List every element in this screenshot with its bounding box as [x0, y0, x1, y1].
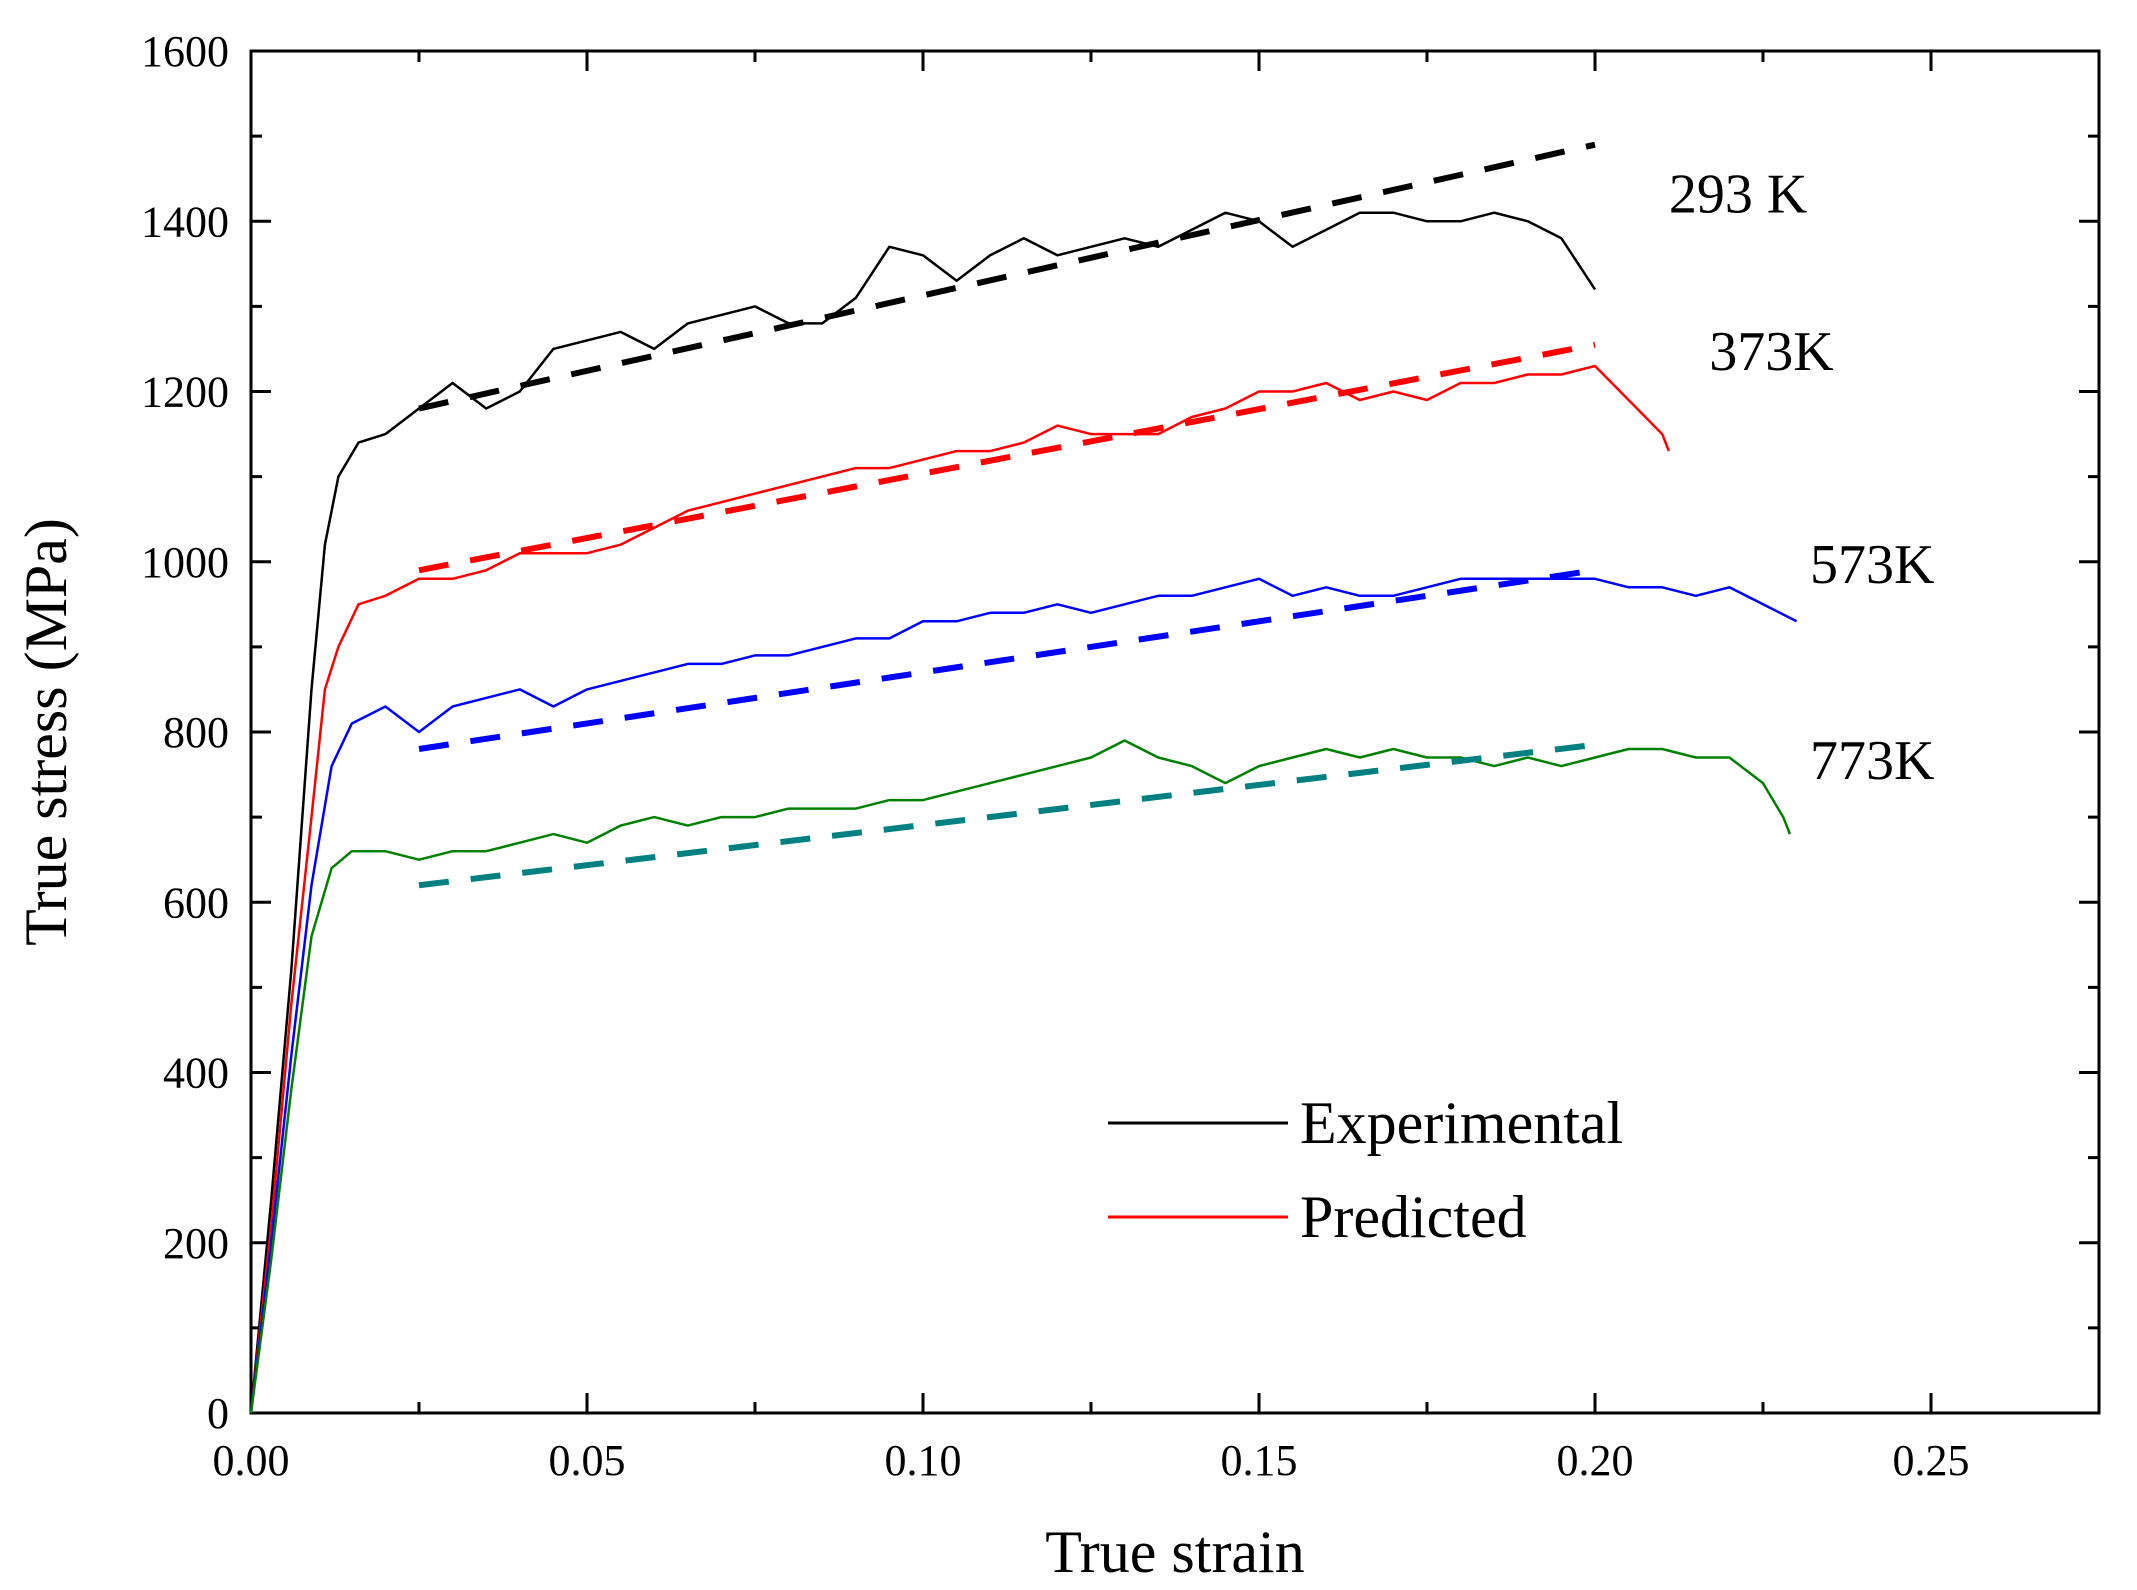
temperature-label-573k: 573K: [1810, 534, 1934, 596]
experimental-line-573k: [249, 577, 1798, 1414]
y-tick-label: 1600: [141, 27, 229, 76]
legend: Experimental Predicted: [1108, 1090, 1623, 1250]
y-tick-label: 0: [207, 1389, 229, 1438]
y-tick-label: 400: [163, 1049, 229, 1098]
y-tick-label: 600: [163, 878, 229, 927]
x-tick-label: 0.00: [213, 1436, 290, 1485]
legend-label-experimental: Experimental: [1300, 1090, 1623, 1156]
series-layer: [249, 141, 1798, 1414]
temperature-label-293k: 293 K: [1669, 164, 1807, 226]
experimental-line-773k: [249, 739, 1792, 1414]
y-tick-label: 200: [163, 1219, 229, 1268]
x-tick-label: 0.20: [1557, 1436, 1634, 1485]
predicted-line-373k: [418, 341, 1596, 574]
predicted-line-773k: [418, 741, 1596, 889]
temperature-label-773k: 773K: [1810, 730, 1934, 792]
y-tick-label: 800: [163, 708, 229, 757]
x-axis-title: True strain: [1045, 1519, 1304, 1585]
experimental-line-373k: [249, 364, 1671, 1414]
y-tick-label: 1400: [141, 197, 229, 246]
x-tick-label: 0.10: [885, 1436, 962, 1485]
temperature-labels: 293 K 373K 573K 773K: [1669, 164, 1935, 792]
y-axis-title: True stress (MPa): [13, 518, 79, 946]
x-tick-label: 0.25: [1893, 1436, 1970, 1485]
predicted-line-573k: [418, 567, 1596, 752]
x-tick-label: 0.15: [1221, 1436, 1298, 1485]
predicted-line-293k: [418, 141, 1596, 412]
temperature-label-373k: 373K: [1709, 321, 1833, 383]
legend-label-predicted: Predicted: [1300, 1184, 1527, 1250]
experimental-line-293k: [249, 211, 1597, 1414]
y-tick-label: 1200: [141, 368, 229, 417]
x-tick-label: 0.05: [549, 1436, 626, 1485]
y-tick-label: 1000: [141, 538, 229, 587]
axis-ticks: 0.00 0.05 0.10 0.15 0.20 0.25 0 200 400 600 800 100…: [141, 27, 2099, 1485]
